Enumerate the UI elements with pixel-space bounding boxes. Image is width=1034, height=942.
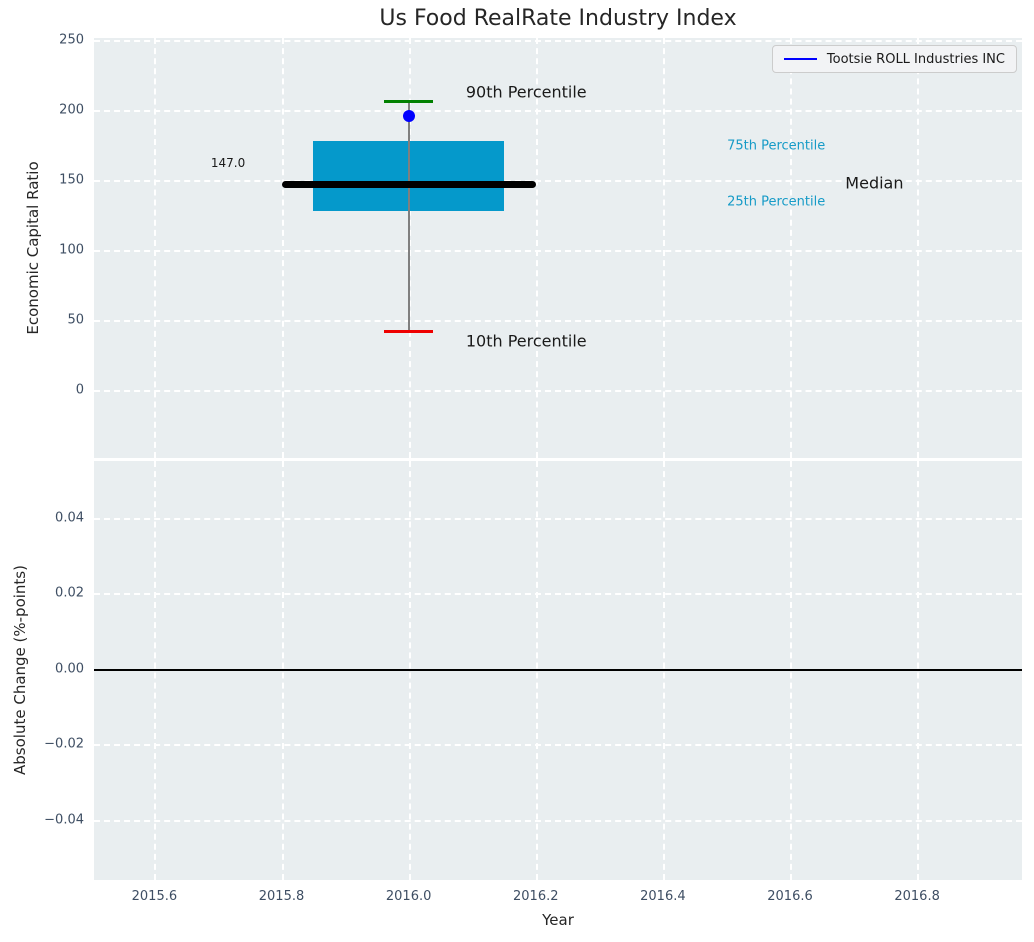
boxplot-cap-upper [384, 100, 433, 104]
boxplot-whisker [407, 101, 410, 332]
y-tick-label: 0.02 [55, 585, 84, 601]
gridline-horizontal [94, 39, 1022, 42]
gridline-horizontal [94, 819, 1022, 822]
x-tick-label: 2016.6 [767, 889, 813, 904]
y-tick-label: 200 [59, 102, 84, 118]
median-label: Median [845, 173, 904, 193]
company-point [402, 109, 415, 122]
x-tick-label: 2016.2 [513, 889, 559, 904]
y-tick-label: 250 [59, 32, 84, 48]
x-tick-label: 2016.4 [640, 889, 686, 904]
boxplot-median-line [281, 180, 536, 188]
zero-line [94, 668, 1022, 671]
gridline-vertical [662, 38, 665, 458]
gridline-vertical [281, 38, 284, 458]
y-tick-label: 100 [59, 242, 84, 258]
bottom-y-axis-label: Absolute Change (%-points) [11, 565, 29, 775]
gridline-horizontal [94, 249, 1022, 252]
p75-label: 75th Percentile [727, 138, 826, 154]
gridline-vertical [535, 38, 538, 458]
x-axis-label: Year [542, 911, 574, 929]
y-tick-label: 0 [75, 382, 84, 398]
x-tick-label: 2015.8 [258, 889, 305, 904]
top-axes [94, 38, 1022, 458]
x-tick-label: 2015.6 [131, 889, 178, 904]
y-tick-label: 0.00 [55, 661, 84, 677]
legend-label: Tootsie ROLL Industries INC [826, 51, 1005, 67]
y-tick-label: 150 [59, 172, 84, 188]
y-tick-label: −0.04 [44, 812, 84, 828]
x-tick-label: 2016.0 [385, 889, 432, 904]
median-value-label: 147.0 [210, 156, 246, 171]
gridline-horizontal [94, 744, 1022, 747]
y-tick-label: 50 [67, 312, 84, 328]
boxplot-cap-lower [384, 329, 433, 333]
p90-label: 90th Percentile [465, 82, 587, 102]
gridline-vertical [790, 38, 792, 458]
p10-label: 10th Percentile [465, 331, 587, 351]
legend-line-sample [783, 58, 817, 60]
chart-title: Us Food RealRate Industry Index [379, 6, 737, 31]
gridline-horizontal [94, 319, 1022, 322]
x-tick-label: 2016.8 [894, 889, 940, 904]
y-tick-label: 0.04 [55, 510, 84, 526]
gridline-horizontal [94, 389, 1022, 392]
gridline-vertical [408, 38, 411, 458]
gridline-horizontal [94, 179, 1022, 182]
legend: Tootsie ROLL Industries INC [771, 45, 1017, 73]
gridline-horizontal [94, 593, 1022, 596]
top-y-axis-label: Economic Capital Ratio [24, 161, 42, 335]
y-tick-label: −0.02 [44, 736, 84, 752]
gridline-horizontal [94, 517, 1022, 520]
gridline-horizontal [94, 109, 1022, 112]
p25-label: 25th Percentile [727, 194, 826, 210]
gridline-vertical [917, 38, 920, 458]
gridline-vertical [154, 38, 157, 458]
